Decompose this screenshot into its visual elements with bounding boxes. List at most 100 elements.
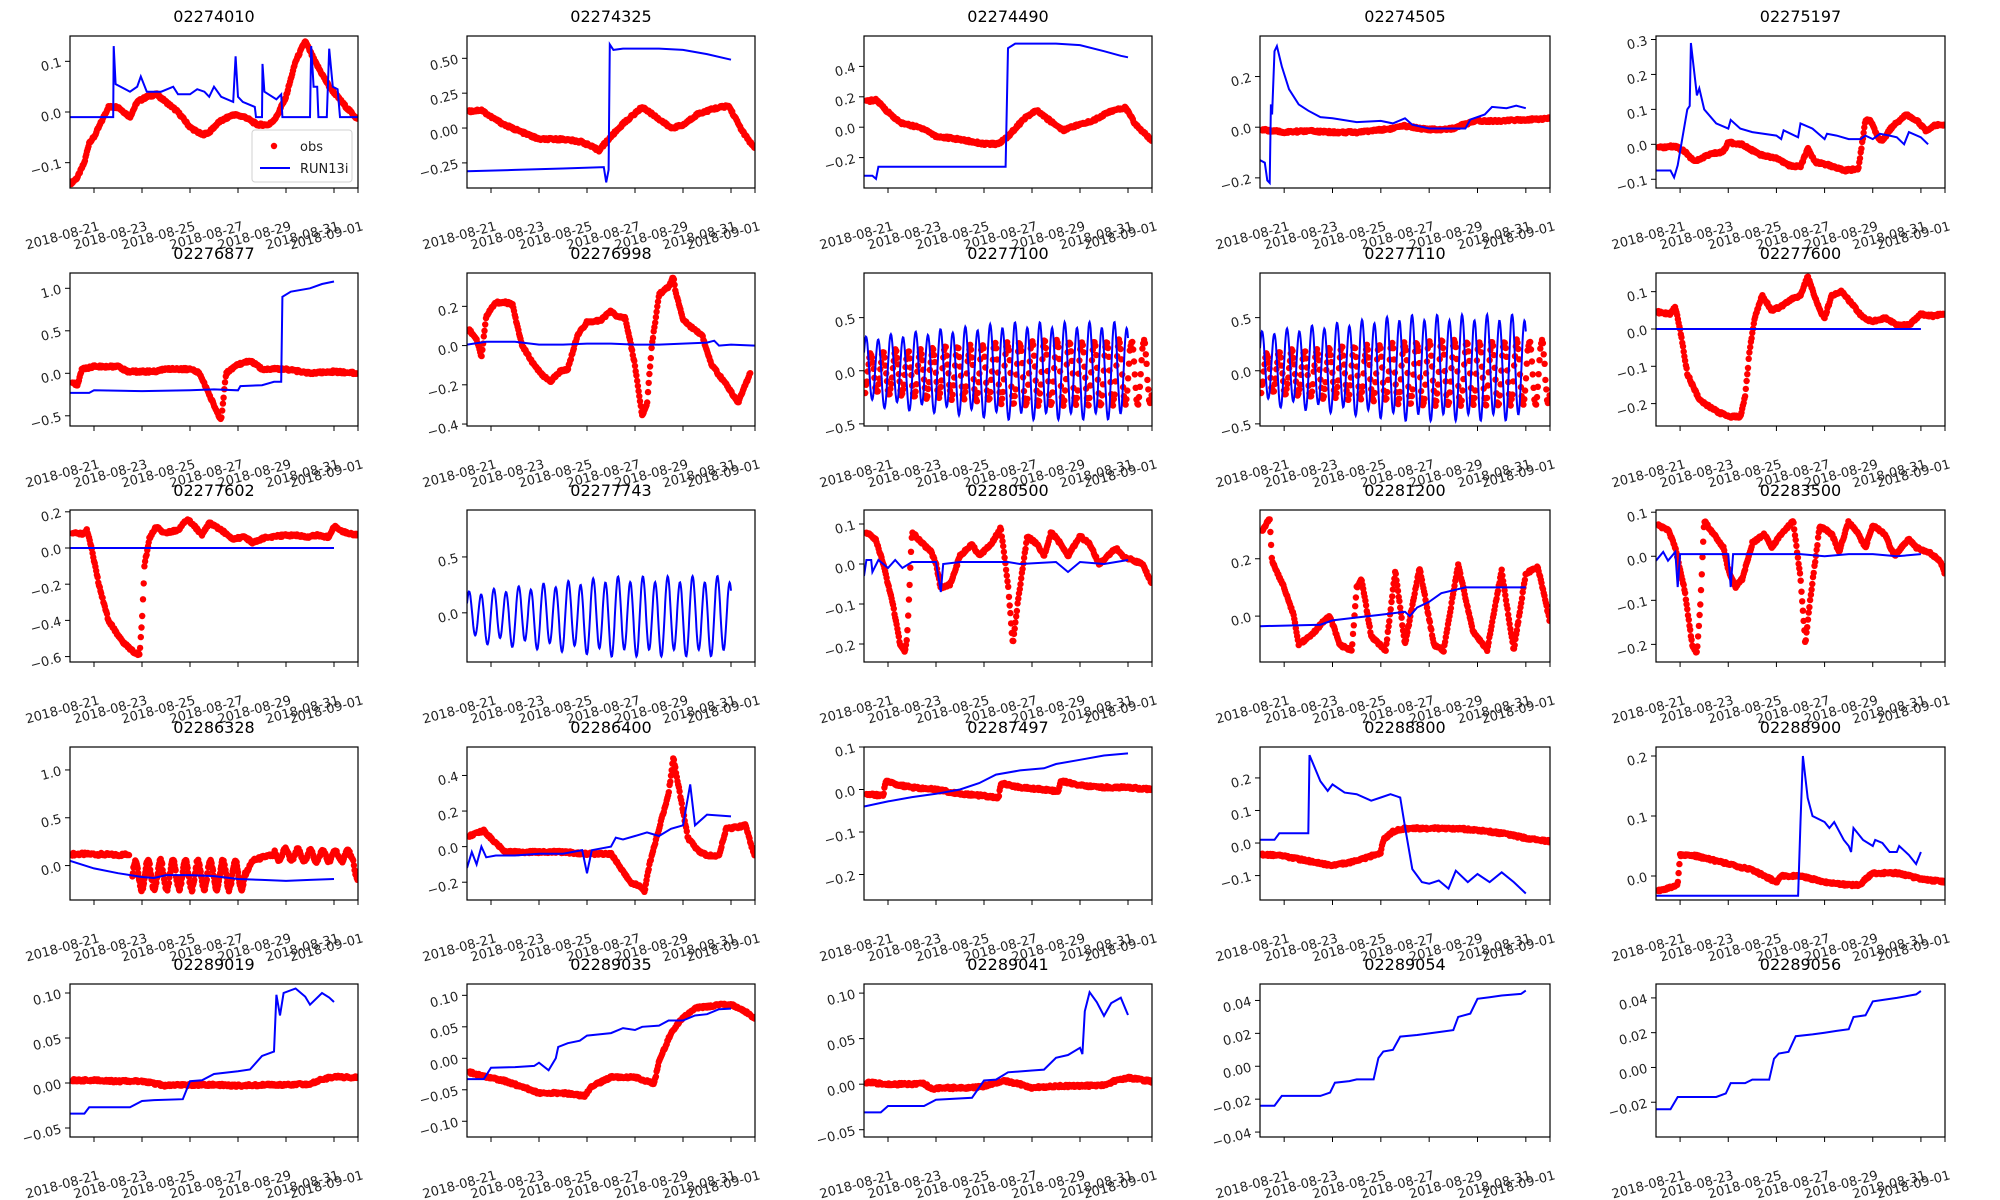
obs-point: [1080, 349, 1087, 356]
obs-point: [950, 382, 957, 389]
obs-point: [1452, 343, 1460, 351]
obs-point: [1104, 344, 1112, 352]
obs-point: [1384, 376, 1392, 383]
model-series-line: [467, 339, 755, 347]
obs-point: [1030, 352, 1038, 359]
subplot-title: 02277743: [570, 481, 651, 500]
obs-point: [136, 651, 143, 658]
y-tick-label: −0.1: [29, 157, 63, 180]
obs-point: [1484, 382, 1492, 389]
obs-point: [1006, 602, 1013, 609]
obs-point: [1395, 395, 1403, 402]
obs-series: [70, 357, 358, 423]
obs-point: [1964, 298, 1970, 304]
obs-point: [1086, 394, 1093, 402]
model-series-line: [467, 41, 732, 183]
obs-point: [1433, 397, 1440, 405]
obs-point: [1105, 353, 1113, 360]
obs-point: [1002, 566, 1010, 574]
obs-point: [1135, 393, 1143, 401]
obs-point: [1965, 299, 1971, 305]
subplot-02274010: 02274010−0.10.00.12018-08-212018-08-2320…: [24, 7, 365, 253]
obs-point: [1142, 351, 1150, 358]
obs-point: [1013, 613, 1020, 620]
obs-point: [1951, 316, 1957, 322]
obs-point: [1069, 370, 1076, 377]
obs-point: [139, 612, 146, 620]
obs-point: [1365, 354, 1372, 361]
obs-point: [1957, 307, 1963, 313]
obs-point: [646, 363, 654, 370]
obs-point: [1001, 554, 1008, 561]
obs-point: [1433, 390, 1441, 397]
obs-point: [1742, 385, 1750, 393]
obs-point: [1471, 394, 1478, 402]
obs-point: [1007, 609, 1014, 617]
obs-point: [654, 298, 662, 305]
obs-point: [906, 581, 913, 589]
model-series-line: [70, 280, 335, 394]
obs-point: [1521, 396, 1528, 403]
obs-point: [1483, 394, 1491, 402]
obs-point: [1470, 401, 1477, 408]
obs-point: [1680, 348, 1687, 355]
obs-point: [1131, 371, 1139, 378]
obs-point: [1371, 389, 1378, 397]
y-tick-label: −0.2: [1219, 172, 1253, 195]
model-series-line: [864, 319, 1129, 423]
obs-point: [1022, 539, 1030, 547]
obs-point: [1122, 401, 1129, 408]
obs-point: [1396, 388, 1404, 396]
obs-point: [1277, 354, 1284, 361]
obs-point: [1030, 341, 1037, 349]
obs-point: [1477, 341, 1484, 349]
obs-point: [1678, 334, 1685, 341]
obs-point: [1988, 311, 1994, 317]
obs-point: [992, 339, 999, 347]
y-tick-label: 0.0: [1229, 365, 1253, 385]
obs-point: [1135, 401, 1142, 408]
obs-point: [980, 345, 987, 352]
obs-point: [1950, 317, 1956, 323]
y-tick-label: −0.2: [29, 578, 63, 601]
obs-point: [1358, 388, 1366, 396]
obs-point: [1004, 578, 1011, 585]
obs-point: [1683, 365, 1690, 372]
obs-point: [1465, 348, 1472, 355]
y-tick-label: 0.5: [39, 325, 63, 345]
obs-point: [1010, 630, 1018, 638]
y-tick-label: 0.0: [1229, 121, 1253, 141]
obs-point: [1129, 338, 1136, 346]
obs-point: [670, 276, 678, 283]
obs-point: [1118, 356, 1125, 363]
axes-frame: [69, 509, 359, 663]
obs-point: [1956, 312, 1962, 318]
obs-point: [893, 347, 900, 355]
obs-point: [140, 580, 147, 587]
obs-point: [747, 370, 754, 377]
obs-point: [1959, 303, 1965, 309]
obs-point: [1748, 335, 1755, 342]
obs-point: [919, 357, 926, 364]
obs-point: [1093, 351, 1100, 359]
obs-point: [1289, 347, 1296, 355]
obs-point: [973, 398, 981, 405]
obs-point: [1527, 346, 1535, 353]
y-tick-label: 0.1: [1625, 286, 1649, 306]
obs-point: [1445, 399, 1453, 406]
subplot-title: 02280500: [967, 481, 1048, 500]
obs-point: [1535, 371, 1542, 378]
obs-point: [1962, 296, 1968, 302]
obs-point: [644, 388, 652, 396]
obs-point: [936, 390, 944, 397]
obs-point: [1011, 392, 1018, 400]
obs-point: [103, 610, 111, 618]
y-tick-label: −0.5: [29, 410, 63, 433]
model-series-line: [1260, 311, 1527, 425]
obs-point: [1098, 392, 1106, 399]
y-tick-label: 0.5: [436, 551, 460, 571]
obs-point: [918, 350, 925, 358]
obs-point: [899, 386, 907, 393]
obs-point: [1860, 129, 1867, 136]
